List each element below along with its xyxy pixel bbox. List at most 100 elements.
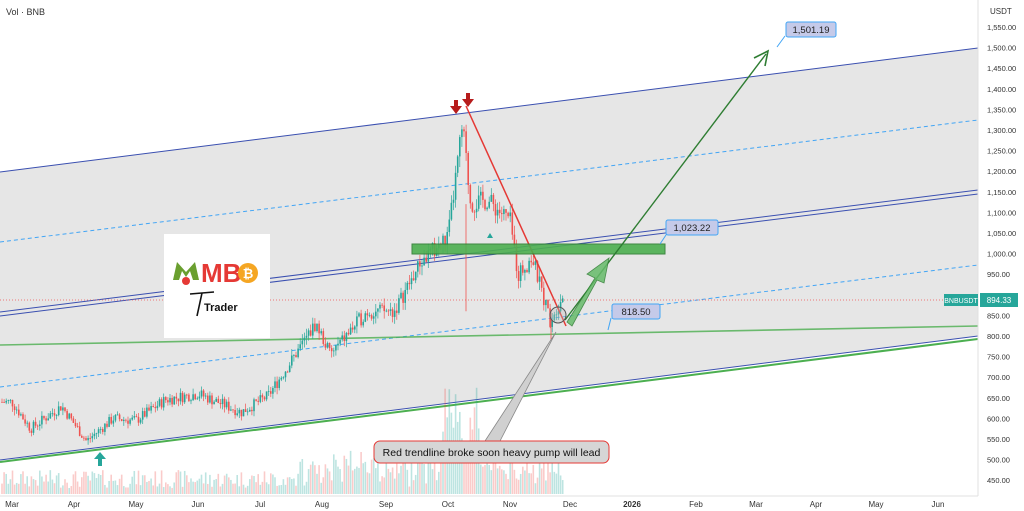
volume-bar bbox=[278, 485, 280, 494]
volume-bar bbox=[215, 479, 217, 494]
volume-bar bbox=[305, 481, 308, 494]
candle-body bbox=[381, 304, 383, 306]
volume-bar bbox=[505, 473, 507, 494]
volume-bar bbox=[120, 474, 123, 494]
volume-bar bbox=[66, 482, 68, 494]
y-tick-label: 1,100.00 bbox=[987, 208, 1016, 217]
candle-body bbox=[207, 395, 209, 403]
time-axis[interactable]: Mar Apr May Jun Jul Aug Sep Oct Nov Dec 2026 Feb Mar… bbox=[0, 495, 978, 509]
volume-bar bbox=[234, 483, 236, 494]
volume-bar bbox=[385, 463, 388, 494]
volume-bar bbox=[267, 484, 270, 494]
volume-bar bbox=[34, 480, 37, 494]
resistance-label[interactable]: 1,023.22 bbox=[665, 219, 719, 236]
candle-body bbox=[517, 271, 520, 281]
volume-bar bbox=[175, 472, 178, 494]
volume-bar bbox=[186, 475, 188, 494]
volume-bar bbox=[545, 480, 547, 494]
symbol-tag: BNBUSDT bbox=[944, 298, 978, 305]
volume-bar bbox=[26, 476, 28, 494]
candle-body bbox=[13, 406, 16, 411]
candle-body bbox=[179, 392, 182, 402]
resistance-zone[interactable] bbox=[411, 243, 666, 255]
candle-body bbox=[509, 212, 511, 217]
y-tick-label: 700.00 bbox=[987, 373, 1010, 382]
candle-body bbox=[7, 400, 10, 401]
candle-body bbox=[249, 409, 251, 412]
volume-bar bbox=[461, 438, 463, 494]
candle-body bbox=[91, 436, 94, 439]
candle-body bbox=[11, 399, 14, 407]
volume-bar bbox=[68, 487, 70, 494]
volume-bar bbox=[39, 470, 41, 494]
candle-body bbox=[515, 245, 518, 272]
volume-bar bbox=[127, 487, 129, 494]
volume-bar bbox=[368, 473, 371, 494]
sell-arrow-icon bbox=[450, 100, 462, 114]
volume-bar bbox=[400, 465, 402, 494]
channel-dashed-upper bbox=[0, 119, 978, 243]
volume-bar bbox=[286, 477, 289, 494]
candle-body bbox=[412, 278, 415, 281]
volume-bar bbox=[45, 474, 47, 494]
candle-body bbox=[282, 377, 285, 379]
volume-bar bbox=[118, 478, 121, 494]
x-tick-labels: Mar Apr May Jun Jul Aug Sep Oct Nov Dec 2026 Feb Mar… bbox=[5, 500, 944, 509]
note-callout[interactable]: Red trendline broke soon heavy pump will… bbox=[373, 440, 610, 464]
volume-bar bbox=[171, 487, 173, 494]
volume-bar bbox=[265, 482, 268, 494]
candle-body bbox=[270, 391, 272, 394]
green-rising-support bbox=[0, 338, 978, 463]
price-axis[interactable]: USDT 1,550.00 1,500.00 1,450.00 1,400.00 1,3… bbox=[977, 0, 1024, 496]
candle-body bbox=[307, 330, 310, 336]
candle-body bbox=[120, 419, 123, 422]
candle-body bbox=[18, 409, 20, 416]
candle-body bbox=[102, 428, 104, 432]
volume-bar bbox=[55, 475, 58, 494]
volume-bar bbox=[515, 478, 518, 494]
candle-body bbox=[511, 212, 514, 235]
candle-body bbox=[39, 424, 41, 427]
candle-body bbox=[293, 355, 295, 356]
candle-body bbox=[555, 314, 558, 316]
candle-body bbox=[30, 430, 33, 433]
volume-bar bbox=[41, 476, 43, 494]
candle-body bbox=[232, 409, 234, 411]
candle-body bbox=[410, 278, 413, 285]
volume-bar bbox=[173, 482, 175, 494]
x-tick-label: Jun bbox=[932, 500, 945, 509]
volume-bar bbox=[381, 476, 383, 494]
candle-body bbox=[60, 406, 62, 411]
volume-bar bbox=[196, 480, 199, 494]
volume-bar bbox=[387, 468, 390, 494]
candle-body bbox=[66, 410, 68, 419]
y-tick-label: 500.00 bbox=[987, 456, 1010, 465]
candle-body bbox=[356, 316, 358, 327]
y-tick-label: 1,250.00 bbox=[987, 147, 1016, 156]
volume-bar bbox=[232, 483, 234, 494]
volume-bar bbox=[249, 479, 251, 494]
candle-body bbox=[301, 340, 304, 345]
volume-bar bbox=[375, 468, 377, 494]
support-label[interactable]: 818.50 bbox=[611, 303, 661, 320]
candle-body bbox=[127, 420, 129, 424]
volume-bar bbox=[106, 487, 108, 494]
support-label-pointer bbox=[607, 317, 612, 331]
candle-body bbox=[530, 260, 532, 263]
volume-bar bbox=[13, 484, 16, 494]
target-label[interactable]: 1,501.19 bbox=[785, 21, 837, 38]
candle-body bbox=[446, 232, 448, 246]
volume-bar bbox=[328, 471, 331, 494]
volume-bar bbox=[555, 473, 558, 494]
candle-body bbox=[379, 304, 381, 309]
candle-body bbox=[72, 418, 75, 423]
volume-bar bbox=[301, 459, 304, 494]
volume-bar bbox=[213, 479, 215, 494]
volume-bar bbox=[53, 483, 56, 494]
note-text: Red trendline broke soon heavy pump will… bbox=[383, 447, 601, 459]
volume-bar bbox=[326, 468, 329, 494]
candle-body bbox=[463, 129, 465, 132]
volume-bar bbox=[156, 486, 159, 494]
support-value: 818.50 bbox=[621, 307, 650, 318]
